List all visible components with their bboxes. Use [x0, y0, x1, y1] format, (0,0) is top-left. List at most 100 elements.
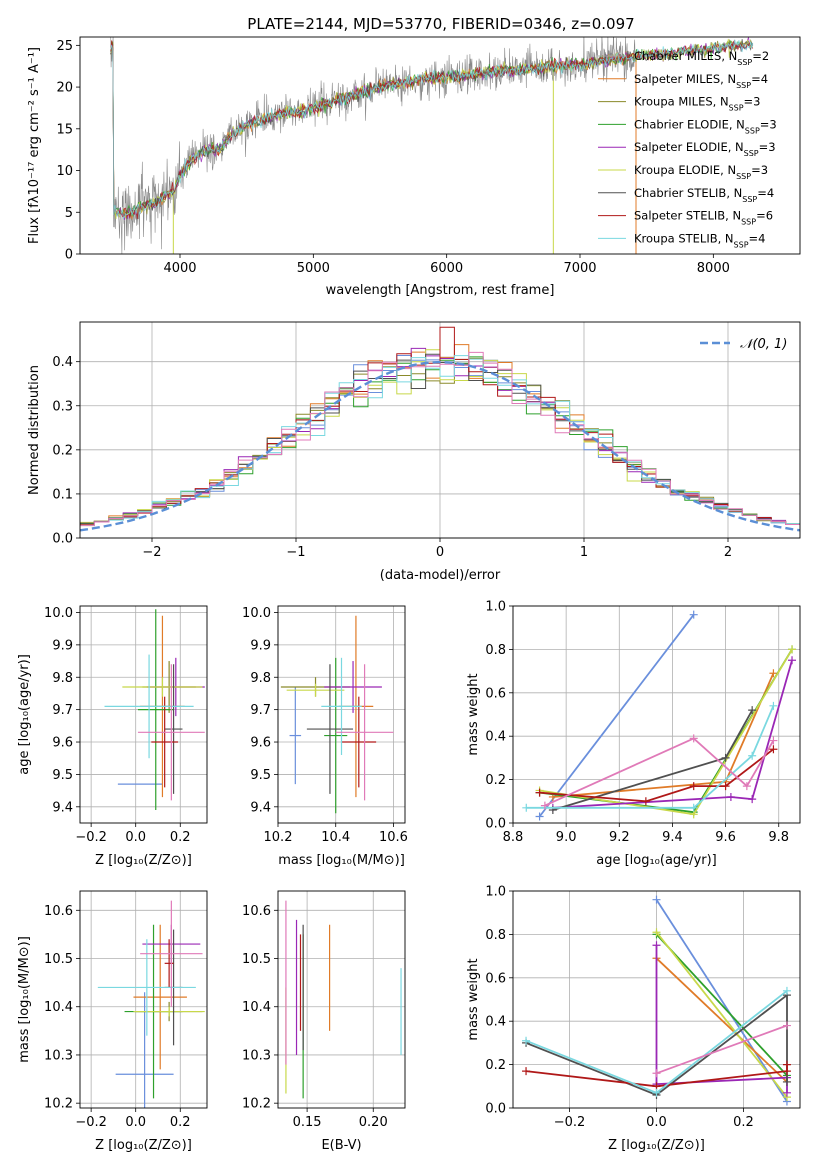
weight-line: [526, 705, 775, 809]
residuals-ytick-label: 0.4: [52, 355, 73, 370]
age_vs_mass-ytick-label: 9.8: [250, 671, 271, 686]
weight_vs_Z-xtick-label: 0.0: [646, 1115, 667, 1130]
weight-line: [538, 614, 695, 818]
weight-marker: [748, 751, 757, 760]
spectrum-ylabel: Flux [fλ10⁻¹⁷ erg cm⁻² s⁻¹ A⁻¹]: [27, 47, 42, 244]
weight_vs_age-series: [522, 610, 797, 821]
weight-marker: [782, 1088, 791, 1097]
weight_vs_age-ytick-label: 1.0: [485, 600, 506, 615]
residuals-xtick-label: −1: [286, 545, 305, 560]
age_vs_mass-xtick-label: 10.6: [379, 830, 408, 845]
weight_vs_Z-axes: −0.2 0.0 0.2 0.0 0.2 0.4 0.6 0.8 1.0: [485, 885, 800, 1130]
weight_vs_Z-ytick-label: 0.8: [485, 928, 506, 943]
weight-marker: [769, 669, 778, 678]
age_vs_Z-ytick-label: 10.0: [44, 606, 73, 621]
age_vs_mass-axes: 10.2 10.4 10.6 9.4 9.5 9.6 9.7 9.8 9.9 10.0: [242, 606, 408, 845]
legend-entry: Chabrier STELIB, NSSP=4: [634, 186, 774, 204]
residuals-xlabel: (data-model)/error: [380, 568, 501, 583]
age_vs_mass-ytick-label: 9.5: [250, 768, 271, 783]
residuals-ytick-label: 0.0: [52, 532, 73, 547]
age_vs_Z-xtick-label: 0.0: [125, 830, 146, 845]
residuals-xtick-label: 2: [724, 545, 732, 560]
weight_vs_Z-ytick-label: 0.4: [485, 1015, 506, 1030]
weight-marker: [721, 753, 730, 762]
figure-title: PLATE=2144, MJD=53770, FIBERID=0346, z=0…: [247, 15, 634, 33]
weight-marker: [782, 1077, 791, 1086]
age_vs_Z-ytick-label: 9.7: [52, 703, 73, 718]
weight-marker: [748, 795, 757, 804]
weight-marker: [788, 645, 797, 654]
legend-entry: Chabrier ELODIE, NSSP=3: [634, 117, 777, 135]
weight-marker: [782, 1060, 791, 1069]
weight-marker: [652, 895, 661, 904]
age_vs_mass-frame: [277, 605, 406, 824]
age_vs_Z-frame: [79, 605, 208, 824]
mass_vs_ebv-ytick-label: 10.5: [242, 952, 271, 967]
spectrum-model-line: [110, 39, 754, 220]
mass_vs_ebv-ytick-label: 10.3: [242, 1048, 271, 1063]
age_vs_mass-ytick-label: 9.6: [250, 736, 271, 751]
age_vs_mass-ytick-label: 9.9: [250, 638, 271, 653]
legend-entry: Kroupa ELODIE, NSSP=3: [634, 163, 768, 181]
age_vs_Z-ytick-label: 9.8: [52, 671, 73, 686]
age_vs_Z-ytick-label: 9.4: [52, 800, 73, 815]
mass_vs_ebv-ytick-label: 10.6: [242, 904, 271, 919]
mass_vs_ebv-xlabel: E(B-V): [321, 1138, 361, 1153]
age_vs_Z-xlabel: Z [log₁₀(Z/Z⊙)]: [95, 853, 192, 868]
weight_vs_Z-ytick-label: 0.6: [485, 971, 506, 986]
weight-marker: [540, 801, 549, 810]
weight-marker: [721, 782, 730, 791]
weight_vs_Z-ytick-label: 1.0: [485, 885, 506, 900]
spectrum-ytick-label: 15: [56, 122, 73, 137]
weight_vs_age-xtick-label: 9.2: [609, 830, 630, 845]
spectrum-ytick-label: 20: [56, 81, 73, 96]
weight_vs_Z-ytick-label: 0.2: [485, 1058, 506, 1073]
mass_vs_Z-xtick-label: −0.2: [75, 1115, 107, 1130]
spectrum-spike-lines: [172, 57, 637, 254]
weight-marker: [535, 788, 544, 797]
weight_vs_age-xlabel: age [log₁₀(age/yr)]: [596, 853, 717, 868]
weight-marker: [652, 928, 661, 937]
mass_vs_Z-ytick-label: 10.2: [44, 1097, 73, 1112]
weight-marker: [689, 610, 698, 619]
weight_vs_Z-xtick-label: 0.2: [733, 1115, 754, 1130]
residuals-axes: −2 −1 0 1 2 0.0 0.1 0.2 0.3 0.4: [52, 322, 800, 560]
residuals-ytick-label: 0.2: [52, 443, 73, 458]
weight-marker: [689, 734, 698, 743]
age_vs_Z-ytick-label: 9.9: [52, 638, 73, 653]
age_vs_Z-ytick-label: 9.5: [52, 768, 73, 783]
residuals-ylabel: Normed distribution: [27, 365, 42, 495]
mass_vs_ebv-xtick-label: 0.15: [293, 1115, 322, 1130]
weight-marker: [652, 1069, 661, 1078]
weight_vs_age-xtick-label: 9.4: [662, 830, 683, 845]
weight-marker: [782, 986, 791, 995]
residuals-xtick-label: 0: [436, 545, 444, 560]
weight-marker: [641, 797, 650, 806]
weight_vs_age-xtick-label: 9.8: [768, 830, 789, 845]
age_vs_Z-axes: −0.2 0.0 0.2 9.4 9.5 9.6 9.7 9.8 9.9 10.0: [44, 606, 207, 845]
weight-line: [655, 899, 788, 1102]
mass_vs_Z-axes: −0.2 0.0 0.2 10.2 10.3 10.4 10.5 10.6: [44, 891, 207, 1130]
residuals-ytick-label: 0.3: [52, 399, 73, 414]
residuals-series: [80, 326, 800, 532]
spectrum-frame: [79, 36, 801, 255]
weight_vs_age-ytick-label: 0.8: [485, 643, 506, 658]
spectrum-xtick-label: 5000: [297, 261, 330, 276]
spectrum-ytick-label: 10: [56, 164, 73, 179]
weight-marker: [769, 745, 778, 754]
mass_vs_ebv-xtick-label: 0.20: [359, 1115, 388, 1130]
spectrum-xlabel: wavelength [Angstrom, rest frame]: [326, 283, 555, 298]
mass_vs_Z-frame: [79, 890, 208, 1109]
spectrum-axes: 4000 5000 6000 7000 8000 0 5 10 15 20 25: [56, 39, 729, 276]
weight_vs_age-ytick-label: 0.0: [485, 817, 506, 832]
weight-line: [655, 933, 788, 1077]
weight_vs_age-xtick-label: 9.6: [715, 830, 736, 845]
weight-marker: [748, 706, 757, 715]
weight-line: [656, 1024, 788, 1075]
spectrum-ytick-label: 5: [65, 206, 73, 221]
mass_vs_Z-ytick-label: 10.3: [44, 1048, 73, 1063]
mass_vs_ebv-points: [285, 900, 402, 1099]
mass_vs_ebv-axes: 0.15 0.20 10.2 10.3 10.4 10.5 10.6: [242, 891, 405, 1130]
weight-marker: [689, 803, 698, 812]
spectrum-xtick-label: 8000: [697, 261, 730, 276]
